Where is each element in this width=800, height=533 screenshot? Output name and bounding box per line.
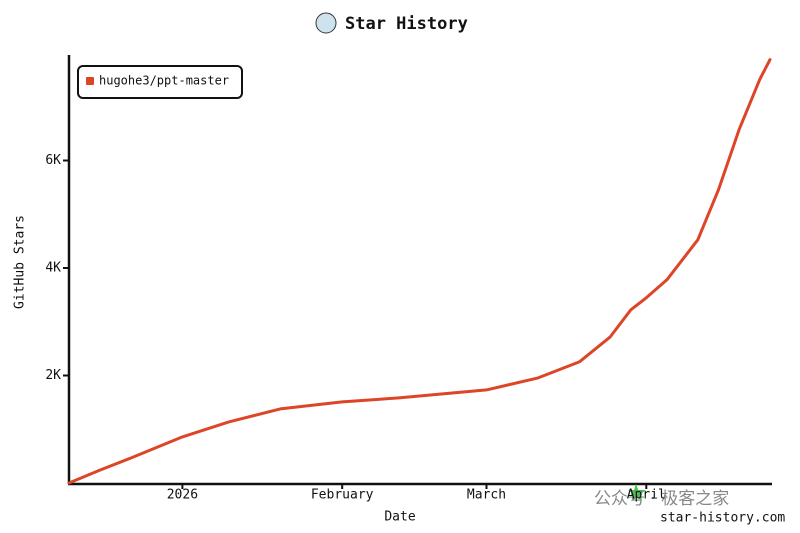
y-tick-label: 4K (45, 261, 61, 276)
x-tick-label: April (627, 488, 666, 503)
legend-box (77, 65, 243, 99)
x-tick-label: February (311, 488, 374, 503)
x-tick-label: 2026 (167, 488, 198, 503)
x-axis-label: Date (384, 510, 415, 525)
credit-icon (628, 483, 646, 502)
legend-swatch (86, 77, 94, 85)
legend-label: hugohe3/ppt-master (99, 74, 229, 88)
logo (315, 12, 337, 34)
y-axis-label: GitHub Stars (13, 215, 28, 309)
credit: star-history.com (660, 511, 785, 526)
watermark: 公众号 · 极客之家 (594, 489, 729, 509)
chart-title: Star History (345, 14, 468, 34)
y-tick-label: 6K (45, 153, 61, 168)
x-tick-label: March (467, 488, 506, 503)
series-line (67, 58, 772, 485)
y-tick-label: 2K (45, 368, 61, 383)
